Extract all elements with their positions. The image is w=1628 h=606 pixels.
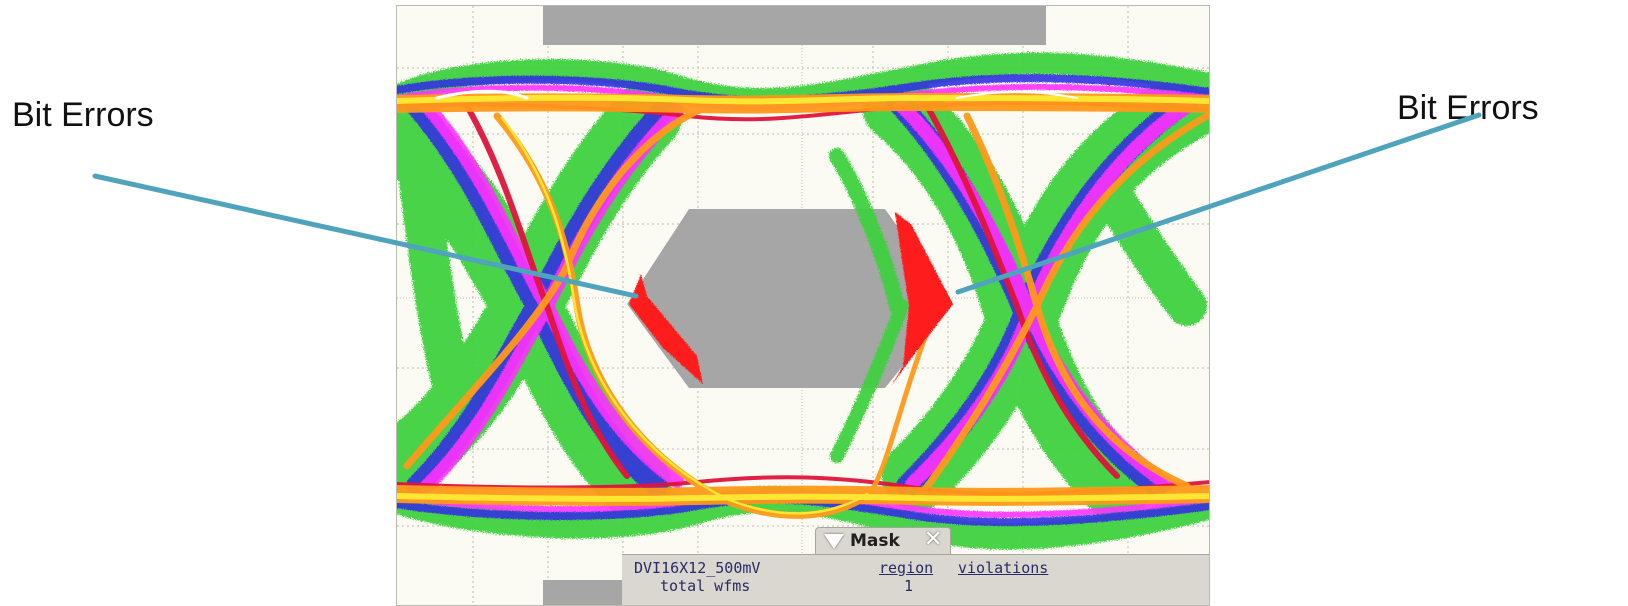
mask-name: DVI16X12_500mV <box>634 559 761 577</box>
mask-violation-markers <box>629 212 953 386</box>
mask-tab-title: Mask <box>850 531 900 551</box>
mask-results-panel: DVI16X12_500mV total wfms region violati… <box>622 554 1209 605</box>
region-column-header: region <box>879 559 934 577</box>
eye-diagram-display <box>397 6 1209 605</box>
mask-tab[interactable]: Mask ✕ <box>815 527 951 555</box>
mask-region-center <box>627 209 953 388</box>
mask-region-top <box>543 6 1046 45</box>
bit-errors-label-right: Bit Errors <box>1397 89 1539 127</box>
total-waveforms-label: total wfms <box>660 577 751 595</box>
close-icon[interactable]: ✕ <box>924 527 943 552</box>
violation-left <box>629 274 703 384</box>
violation-right <box>891 212 953 386</box>
oscilloscope-eye-diagram: Mask ✕ DVI16X12_500mV total wfms region … <box>396 5 1210 606</box>
bit-errors-label-left: Bit Errors <box>12 96 154 134</box>
region-value: 1 <box>904 577 914 595</box>
violations-column-header: violations <box>958 559 1049 577</box>
triangle-down-icon[interactable] <box>824 534 844 549</box>
